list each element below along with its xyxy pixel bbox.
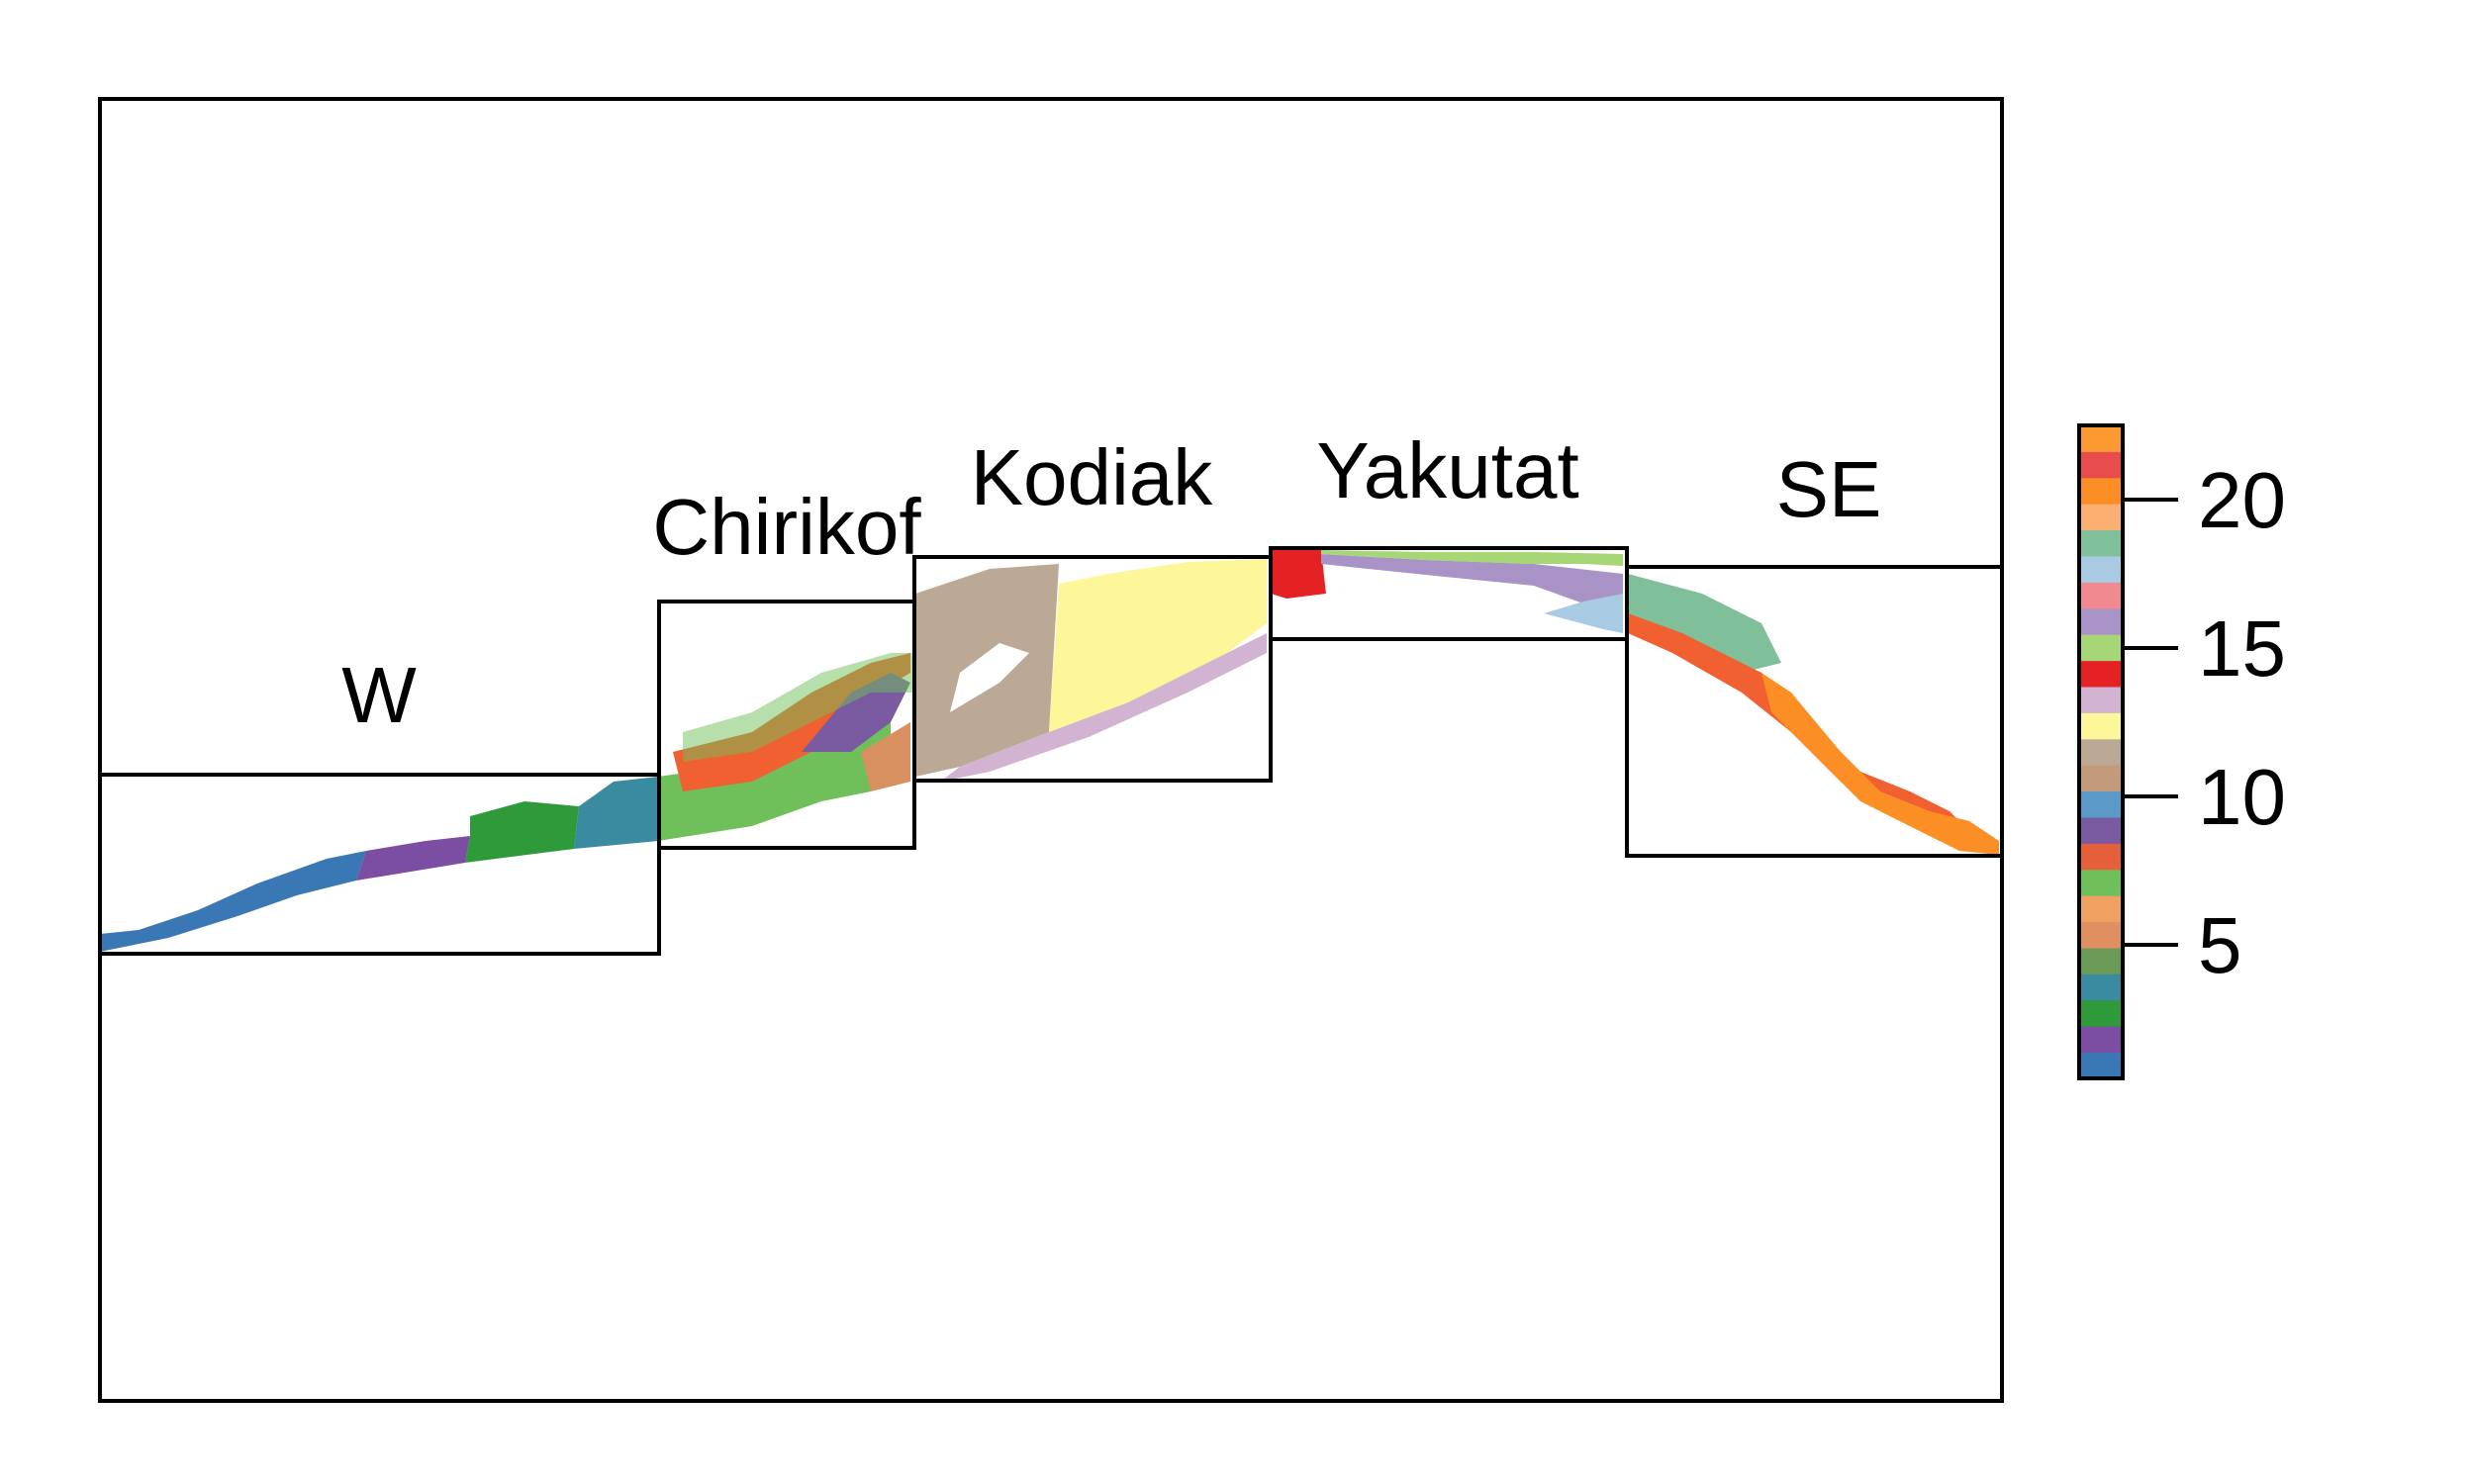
legend-swatch (2079, 634, 2123, 662)
legend-tick-label: 20 (2198, 456, 2286, 544)
region-label-yakutat: Yakutat (1316, 426, 1578, 514)
legend-frame (2077, 423, 2125, 1080)
zone-kodiak-2 (1049, 559, 1267, 732)
legend-swatch (2079, 451, 2123, 479)
zone-yakutat-3 (1321, 550, 1623, 566)
legend-swatch (2079, 1052, 2123, 1079)
legend-ticks: 5 10 15 20 (2123, 456, 2286, 989)
zone-chirikof-5 (683, 653, 912, 762)
legend-swatch (2079, 738, 2123, 766)
region-label-kodiak: Kodiak (971, 433, 1214, 521)
legend-swatch (2079, 869, 2123, 896)
zone-yakutat-2 (1321, 554, 1623, 613)
legend-swatch (2079, 790, 2123, 818)
legend-swatch (2079, 712, 2123, 740)
region-boxes (98, 546, 2004, 956)
region-label-w: W (341, 651, 417, 739)
legend-swatch (2079, 582, 2123, 609)
legend-swatch (2079, 529, 2123, 557)
legend-swatch (2079, 504, 2123, 531)
legend-swatch (2079, 948, 2123, 974)
zone-yakutat-4 (1544, 594, 1623, 633)
legend-tick-label: 10 (2198, 753, 2286, 841)
legend-swatch (2079, 817, 2123, 844)
zone-chirikof-4 (861, 722, 910, 791)
zone-w-4 (574, 777, 658, 849)
habitat-zones (100, 550, 1999, 952)
legend-swatch (2079, 477, 2123, 505)
zone-yakutat-1 (1271, 550, 1326, 599)
region-label-se: SE (1776, 445, 1882, 533)
zone-kodiak-4 (950, 643, 1029, 712)
legend-swatch (2079, 765, 2123, 792)
legend-swatch (2079, 999, 2123, 1027)
region-box-se (1625, 565, 2004, 858)
legend-swatch (2079, 895, 2123, 923)
legend-swatch (2079, 660, 2123, 688)
legend-tick-label: 5 (2198, 901, 2242, 989)
region-box-kodiak (912, 555, 1273, 783)
zone-se-3 (1761, 673, 1999, 855)
region-box-w (98, 773, 661, 956)
legend-swatch (2079, 1026, 2123, 1054)
legend-swatch (2079, 974, 2123, 1001)
zone-w-3 (465, 801, 579, 863)
legend-tick-label: 15 (2198, 604, 2286, 693)
legend-swatch (2079, 607, 2123, 635)
legend-swatch (2079, 425, 2123, 452)
legend-swatch (2079, 921, 2123, 949)
zone-kodiak-3 (940, 633, 1267, 782)
legend-swatch (2079, 843, 2123, 871)
legend-swatch (2079, 556, 2123, 583)
zone-w-1 (100, 851, 366, 952)
region-label-chirikof: Chirikof (652, 483, 921, 571)
legend-swatch (2079, 687, 2123, 713)
legend-color-bar (2079, 425, 2123, 1079)
zone-w-2 (356, 836, 470, 881)
zone-se-1 (1628, 574, 1781, 673)
